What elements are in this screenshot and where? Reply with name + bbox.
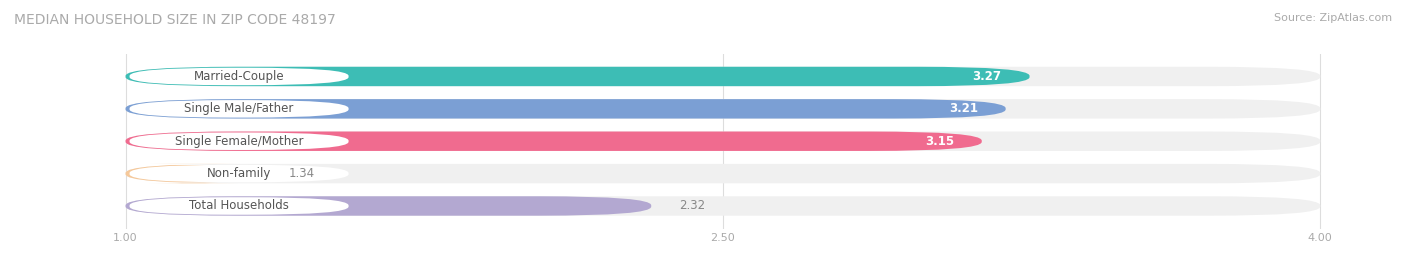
Text: 3.15: 3.15 [925, 135, 953, 148]
FancyBboxPatch shape [129, 165, 349, 182]
FancyBboxPatch shape [125, 99, 1005, 119]
FancyBboxPatch shape [125, 164, 262, 183]
FancyBboxPatch shape [129, 197, 349, 215]
FancyBboxPatch shape [125, 196, 651, 216]
Text: 3.27: 3.27 [973, 70, 1001, 83]
Text: Source: ZipAtlas.com: Source: ZipAtlas.com [1274, 13, 1392, 23]
Text: 3.21: 3.21 [949, 102, 977, 115]
Text: MEDIAN HOUSEHOLD SIZE IN ZIP CODE 48197: MEDIAN HOUSEHOLD SIZE IN ZIP CODE 48197 [14, 13, 336, 27]
FancyBboxPatch shape [129, 132, 349, 150]
Text: Total Households: Total Households [190, 200, 290, 213]
Text: 2.32: 2.32 [679, 200, 706, 213]
FancyBboxPatch shape [125, 67, 1320, 86]
Text: 1.34: 1.34 [288, 167, 315, 180]
Text: Married-Couple: Married-Couple [194, 70, 284, 83]
FancyBboxPatch shape [125, 196, 1320, 216]
FancyBboxPatch shape [129, 100, 349, 118]
FancyBboxPatch shape [125, 132, 1320, 151]
Text: Single Male/Father: Single Male/Father [184, 102, 294, 115]
FancyBboxPatch shape [129, 68, 349, 85]
FancyBboxPatch shape [125, 67, 1029, 86]
Text: Single Female/Mother: Single Female/Mother [174, 135, 304, 148]
FancyBboxPatch shape [125, 164, 1320, 183]
Text: Non-family: Non-family [207, 167, 271, 180]
FancyBboxPatch shape [125, 132, 981, 151]
FancyBboxPatch shape [125, 99, 1320, 119]
